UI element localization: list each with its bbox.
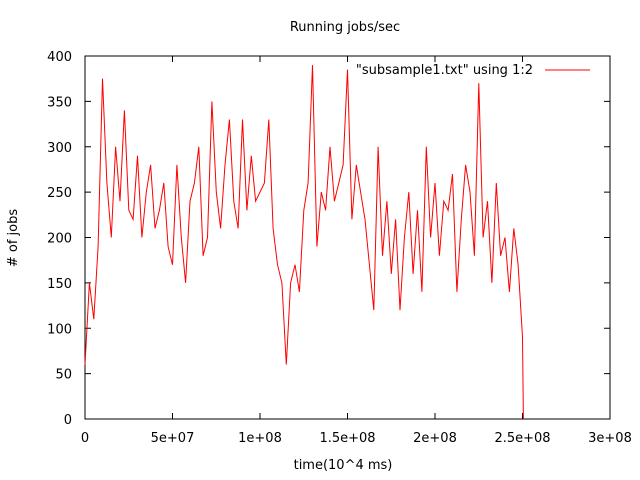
x-tick-label: 0 bbox=[81, 431, 89, 446]
y-tick-label: 250 bbox=[47, 186, 72, 201]
x-tick-label: 5e+07 bbox=[151, 431, 195, 446]
x-tick-label: 1e+08 bbox=[238, 431, 282, 446]
series-layer bbox=[84, 65, 524, 420]
y-axis-label: # of jobs bbox=[6, 209, 21, 268]
plot-frame bbox=[84, 55, 611, 420]
y-tick-label: 350 bbox=[47, 95, 72, 110]
x-tick-label: 2e+08 bbox=[413, 431, 457, 446]
legend-label: "subsample1.txt" using 1:2 bbox=[356, 63, 533, 78]
x-axis-label: time(10^4 ms) bbox=[294, 458, 393, 473]
y-tick-label: 400 bbox=[47, 50, 72, 65]
y-tick-label: 50 bbox=[55, 368, 72, 383]
chart-title: Running jobs/sec bbox=[290, 20, 400, 35]
y-tick-label: 100 bbox=[47, 322, 72, 337]
legend: "subsample1.txt" using 1:2 bbox=[356, 63, 590, 78]
y-tick-label: 150 bbox=[47, 277, 72, 292]
x-tick-label: 2.5e+08 bbox=[494, 431, 550, 446]
x-axis: 0 5e+07 1e+08 1.5e+08 2e+08 2.5e+08 3e+08 bbox=[81, 56, 632, 446]
y-tick-label: 200 bbox=[47, 232, 72, 247]
y-tick-label: 300 bbox=[47, 141, 72, 156]
y-tick-label: 0 bbox=[64, 413, 72, 428]
x-tick-label: 1.5e+08 bbox=[319, 431, 375, 446]
series-line bbox=[84, 65, 524, 420]
y-axis: 0 50 100 150 200 250 300 350 400 bbox=[47, 50, 610, 428]
x-tick-label: 3e+08 bbox=[588, 431, 632, 446]
